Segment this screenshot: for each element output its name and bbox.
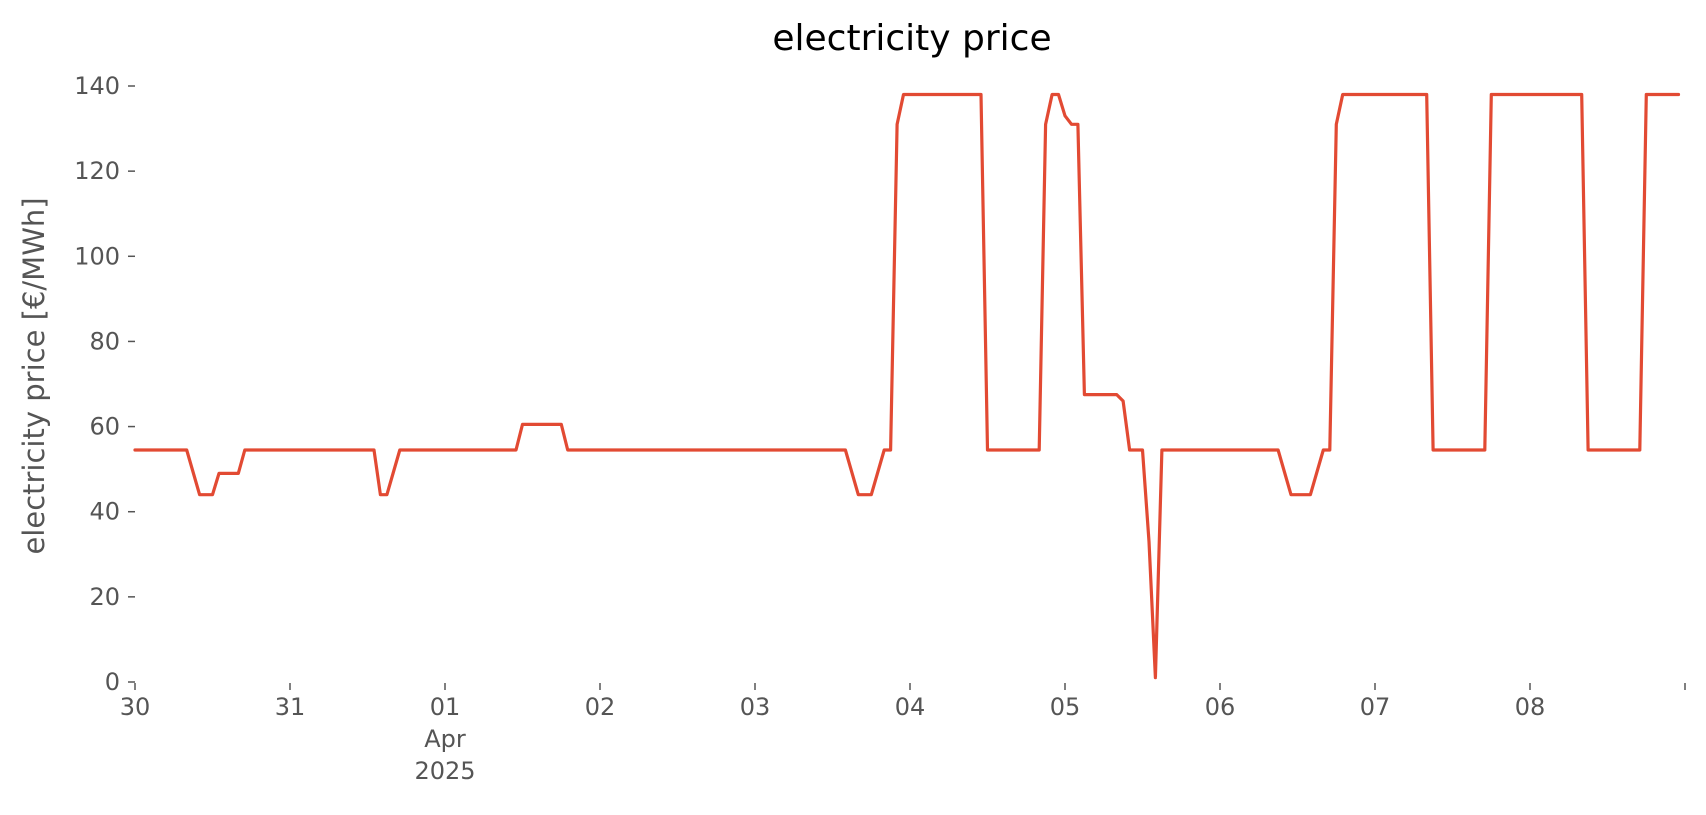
x-tick-label: 05 [1050, 693, 1081, 721]
x-tick-label: 04 [895, 693, 926, 721]
x-tick-sublabel: 2025 [414, 757, 475, 785]
series-layer [133, 92, 1681, 680]
x-tick-sublabel: Apr [424, 725, 466, 753]
y-tick-label: 140 [74, 72, 120, 100]
y-tick-label: 60 [89, 413, 120, 441]
y-tick-label: 120 [74, 157, 120, 185]
x-tick-label: 31 [275, 693, 306, 721]
x-tick-label: 30 [120, 693, 151, 721]
x-tick-label: 07 [1360, 693, 1391, 721]
y-tick-label: 80 [89, 327, 120, 355]
y-axis-label: electricity price [€/MWh] [17, 197, 51, 554]
y-axis: 0 20 40 60 80 100 120 140 [74, 72, 135, 696]
y-tick-label: 40 [89, 498, 120, 526]
y-tick-label: 100 [74, 242, 120, 270]
series-line-0 [133, 92, 1681, 680]
chart-title: electricity price [772, 18, 1051, 59]
y-tick-label: 20 [89, 583, 120, 611]
x-axis: 30 31 01 Apr 2025 02 03 04 05 06 07 08 [120, 683, 1686, 785]
x-tick-label: 02 [585, 693, 616, 721]
x-tick-label: 08 [1515, 693, 1546, 721]
x-tick-label: 06 [1205, 693, 1236, 721]
x-tick-label: 03 [740, 693, 771, 721]
x-tick-label: 01 [430, 693, 461, 721]
y-tick-label: 0 [105, 668, 120, 696]
